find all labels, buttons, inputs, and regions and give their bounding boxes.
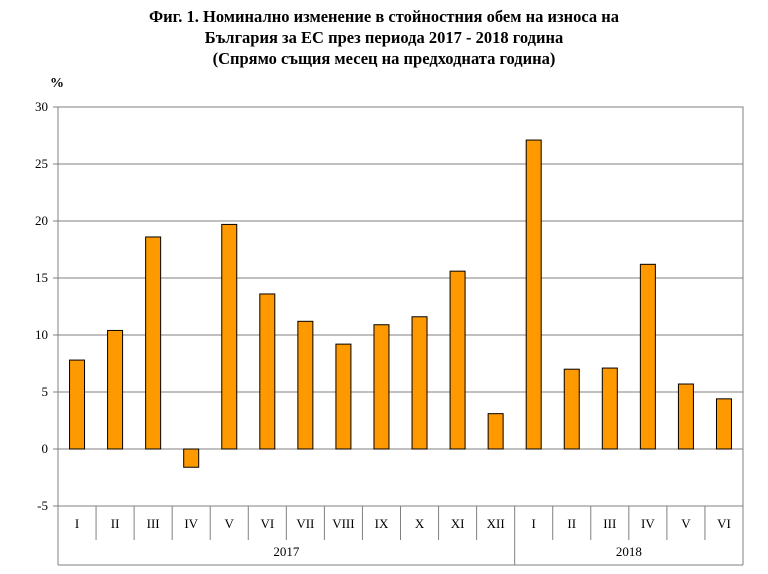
- x-tick-label: II: [111, 516, 120, 531]
- bars: [69, 139, 732, 468]
- bar: [373, 324, 390, 450]
- x-tick-label: IV: [641, 516, 655, 531]
- bar: [221, 223, 238, 450]
- x-tick-label: VII: [296, 516, 314, 531]
- y-tick-label: 0: [42, 441, 49, 456]
- axes: [53, 106, 744, 566]
- x-tick-label: III: [603, 516, 616, 531]
- y-tick-label: 30: [35, 99, 48, 114]
- x-tick-label: V: [225, 516, 235, 531]
- y-tick-label: -5: [37, 498, 48, 513]
- bar: [639, 263, 656, 450]
- group-label: 2017: [273, 544, 300, 559]
- x-tick-label: III: [147, 516, 160, 531]
- bar: [487, 413, 504, 450]
- x-tick-label: IV: [184, 516, 198, 531]
- y-tick-label: 25: [35, 156, 48, 171]
- bar: [145, 236, 162, 450]
- x-tick-label: I: [75, 516, 79, 531]
- x-tick-label: V: [681, 516, 691, 531]
- bar: [259, 293, 276, 450]
- bar: [677, 383, 694, 450]
- gridlines: [58, 163, 743, 450]
- x-tick-label: VI: [717, 516, 731, 531]
- bar: [411, 316, 428, 450]
- x-tick-label: X: [415, 516, 425, 531]
- group-label: 2018: [616, 544, 642, 559]
- x-tick-label: II: [567, 516, 576, 531]
- bar: [107, 329, 124, 450]
- x-tick-label: IX: [375, 516, 389, 531]
- x-tick-label: VIII: [332, 516, 354, 531]
- y-tick-label: 10: [35, 327, 48, 342]
- chart-title-line-3: (Спрямо същия месец на предходната годин…: [212, 49, 556, 68]
- y-tick-label: 20: [35, 213, 48, 228]
- bar: [449, 270, 466, 450]
- bar: [183, 448, 200, 468]
- bar: [601, 367, 618, 450]
- bar: [525, 139, 542, 450]
- bar: [715, 398, 732, 450]
- chart-title-line-2: България за ЕС през периода 2017 - 2018 …: [204, 28, 564, 47]
- y-tick-label: 5: [42, 384, 49, 399]
- chart-title-line-1: Фиг. 1. Номинално изменение в стойностни…: [148, 7, 620, 26]
- x-tick-label: I: [532, 516, 536, 531]
- x-tick-label: XII: [487, 516, 505, 531]
- bar: [69, 359, 86, 450]
- chart-title: Фиг. 1. Номинално изменение в стойностни…: [0, 6, 768, 69]
- bar: [563, 368, 580, 450]
- y-axis-label: %: [50, 76, 64, 91]
- x-tick-label: VI: [260, 516, 274, 531]
- x-tick-label: XI: [451, 516, 465, 531]
- bar: [335, 343, 352, 450]
- y-tick-label: 15: [35, 270, 48, 285]
- bar: [297, 320, 314, 450]
